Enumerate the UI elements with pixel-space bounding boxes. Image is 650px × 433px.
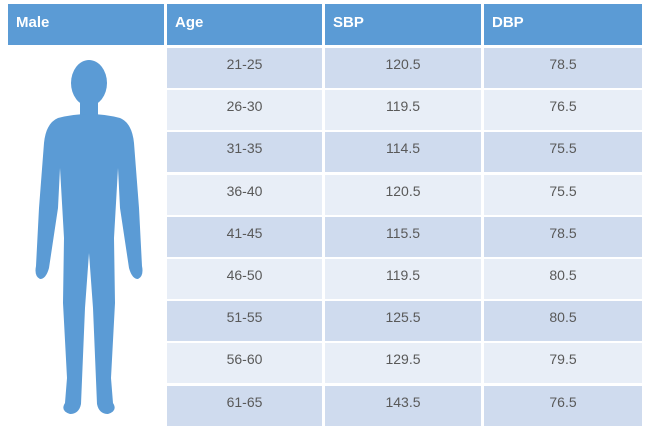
- cell-age: 21-25: [167, 48, 322, 88]
- header-dbp: DBP: [484, 4, 642, 45]
- cell-sbp: 119.5: [325, 90, 481, 130]
- cell-dbp: 76.5: [484, 386, 642, 426]
- cell-age: 61-65: [167, 386, 322, 426]
- cell-dbp: 75.5: [484, 132, 642, 172]
- table-row: 51-55 125.5 80.5: [167, 301, 642, 341]
- cell-dbp: 75.5: [484, 175, 642, 215]
- header-age: Age: [167, 4, 322, 45]
- cell-sbp: 120.5: [325, 175, 481, 215]
- cell-dbp: 80.5: [484, 301, 642, 341]
- cell-dbp: 80.5: [484, 259, 642, 299]
- cell-sbp: 114.5: [325, 132, 481, 172]
- cell-age: 36-40: [167, 175, 322, 215]
- cell-sbp: 143.5: [325, 386, 481, 426]
- cell-sbp: 129.5: [325, 343, 481, 383]
- cell-dbp: 78.5: [484, 48, 642, 88]
- cell-age: 26-30: [167, 90, 322, 130]
- table-row: 26-30 119.5 76.5: [167, 90, 642, 130]
- figure-cell: [8, 48, 164, 428]
- header-sbp: SBP: [325, 4, 481, 45]
- blood-pressure-table: Male Age SBP DBP 21-25 120.5 78.5 26-30 …: [8, 4, 642, 428]
- cell-age: 41-45: [167, 217, 322, 257]
- cell-age: 31-35: [167, 132, 322, 172]
- table-row: 36-40 120.5 75.5: [167, 175, 642, 215]
- table-row: 46-50 119.5 80.5: [167, 259, 642, 299]
- table-row: 31-35 114.5 75.5: [167, 132, 642, 172]
- cell-sbp: 120.5: [325, 48, 481, 88]
- male-silhouette-icon: [35, 60, 143, 414]
- cell-age: 46-50: [167, 259, 322, 299]
- table-row: 56-60 129.5 79.5: [167, 343, 642, 383]
- cell-sbp: 125.5: [325, 301, 481, 341]
- cell-sbp: 119.5: [325, 259, 481, 299]
- cell-age: 56-60: [167, 343, 322, 383]
- cell-dbp: 76.5: [484, 90, 642, 130]
- cell-dbp: 79.5: [484, 343, 642, 383]
- table-row: 41-45 115.5 78.5: [167, 217, 642, 257]
- cell-sbp: 115.5: [325, 217, 481, 257]
- cell-age: 51-55: [167, 301, 322, 341]
- table-row: 21-25 120.5 78.5: [167, 48, 642, 88]
- cell-dbp: 78.5: [484, 217, 642, 257]
- header-male: Male: [8, 4, 164, 45]
- table-row: 61-65 143.5 76.5: [167, 386, 642, 426]
